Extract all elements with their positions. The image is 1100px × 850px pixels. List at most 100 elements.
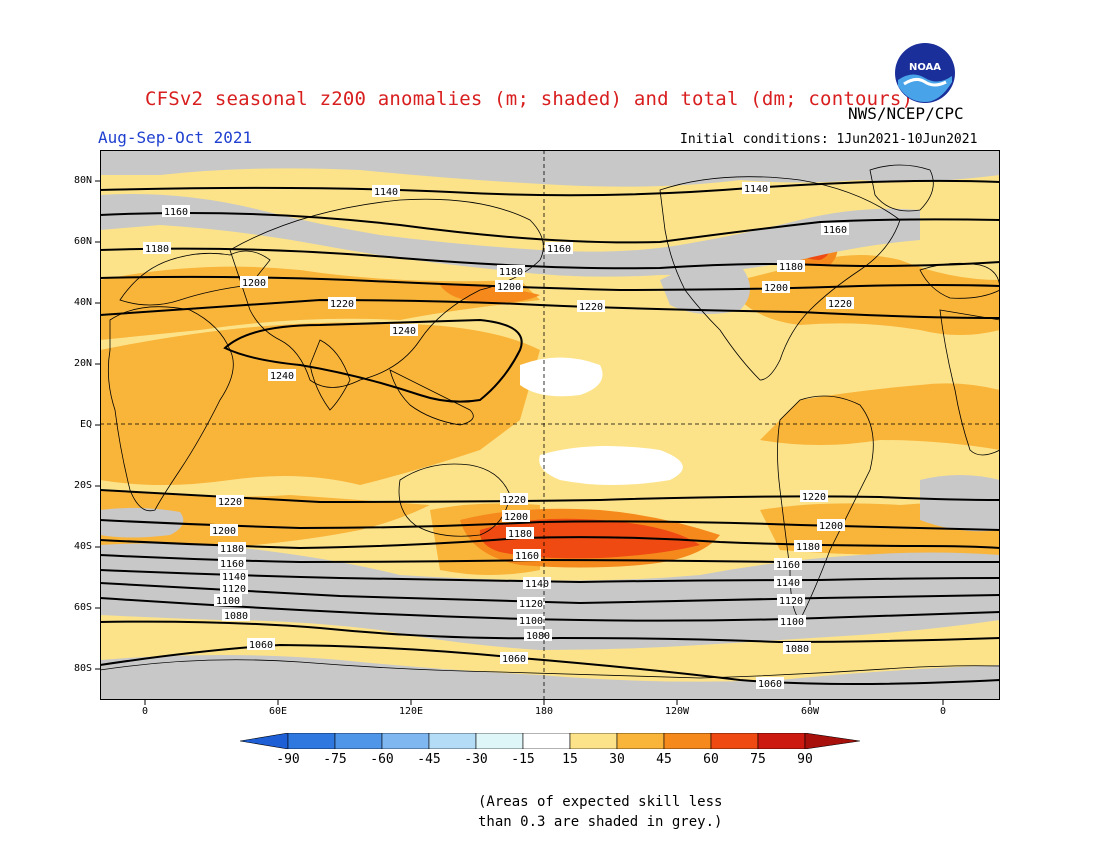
svg-text:1160: 1160: [547, 244, 571, 255]
contour-label: 1220: [328, 297, 356, 310]
contour-label: 1120: [517, 597, 545, 610]
colorbar-label: 45: [656, 752, 672, 767]
lat-label: 80N: [73, 175, 92, 186]
lat-label: 40N: [73, 297, 92, 308]
colorbar-label: -15: [511, 752, 535, 767]
svg-text:1160: 1160: [515, 551, 539, 562]
svg-text:1100: 1100: [519, 616, 543, 627]
contour-label: 1160: [513, 549, 541, 562]
europe-outline: [119, 250, 271, 306]
contour-label: 1240: [390, 324, 418, 337]
svg-text:1180: 1180: [220, 544, 244, 555]
contour-1140: [100, 179, 1000, 197]
contour-label: 1100: [778, 615, 806, 628]
orange-band-north: [100, 266, 540, 340]
lat-label: 40S: [73, 541, 92, 552]
india-outline: [309, 339, 351, 411]
grey-south-america-coast: [920, 475, 1000, 532]
lon-label: 120E: [398, 706, 424, 717]
svg-text:1080: 1080: [526, 631, 550, 642]
grey-north-band: [100, 194, 920, 277]
total-contours: [100, 179, 1000, 685]
contour-1080-s: [100, 620, 1000, 644]
svg-text:1200: 1200: [819, 521, 843, 532]
colorbar-label: -90: [276, 752, 300, 767]
greenland-outline: [869, 164, 934, 212]
white-patch-southern-pacific: [539, 446, 683, 485]
svg-text:1140: 1140: [744, 184, 768, 195]
svg-text:1140: 1140: [776, 578, 800, 589]
colorbar-swatch: [428, 733, 477, 749]
colorbar-label: 75: [750, 752, 766, 767]
svg-text:1060: 1060: [249, 640, 273, 651]
contour-label: 1180: [218, 542, 246, 555]
lat-label: 80S: [73, 663, 92, 674]
colorbar-swatch: [757, 733, 806, 749]
svg-text:1220: 1220: [330, 299, 354, 310]
colorbar-label: 60: [703, 752, 719, 767]
contour-label: 1180: [143, 242, 171, 255]
contour-1140-s: [100, 569, 1000, 584]
svg-text:1180: 1180: [145, 244, 169, 255]
skill-note-line2: than 0.3 are shaded in grey.): [478, 814, 723, 830]
contour-label: 1220: [826, 297, 854, 310]
svg-text:1120: 1120: [779, 596, 803, 607]
contour-label: 1200: [762, 281, 790, 294]
orange-band-africa-asia: [100, 322, 540, 485]
colorbar-swatch: [475, 733, 524, 749]
contour-label: 1080: [524, 629, 552, 642]
colorbar-label: 90: [797, 752, 813, 767]
svg-text:1100: 1100: [216, 596, 240, 607]
orange-band-south-africa: [100, 490, 430, 550]
svg-text:1200: 1200: [212, 526, 236, 537]
contour-label: 1240: [268, 369, 296, 382]
lat-label: 20N: [73, 358, 92, 369]
colorbar-swatch: [710, 733, 759, 749]
svg-text:1080: 1080: [224, 611, 248, 622]
svg-text:1180: 1180: [508, 529, 532, 540]
svg-text:1160: 1160: [220, 559, 244, 570]
colorbar-swatch: [616, 733, 665, 749]
contour-1220-s: [100, 489, 1000, 504]
contour-label: 1120: [777, 594, 805, 607]
svg-text:1220: 1220: [828, 299, 852, 310]
contour-label: 1100: [517, 614, 545, 627]
contour-label: 1140: [220, 570, 248, 583]
lon-label: 60E: [268, 706, 288, 717]
contour-label: 1160: [774, 558, 802, 571]
svg-text:1180: 1180: [499, 267, 523, 278]
contour-1180-n: [100, 247, 1000, 270]
orange-band-atlantic: [760, 383, 1000, 450]
initial-conditions-label: Initial conditions: 1Jun2021-10Jun2021: [680, 132, 978, 147]
colorbar-swatch: [287, 733, 336, 749]
contour-1120-s: [100, 582, 1000, 605]
svg-text:1200: 1200: [764, 283, 788, 294]
colorbar-arrow-right: [804, 733, 860, 749]
contour-label: 1200: [495, 280, 523, 293]
colorbar-swatch: [381, 733, 430, 749]
anomaly-map: 1140 1140 1160 1160 1160 1180 1180 1180 …: [100, 150, 1000, 700]
contour-1240: [223, 318, 523, 403]
contour-label: 1060: [500, 652, 528, 665]
lon-label: 120W: [664, 706, 690, 717]
noaa-logo: NOAA: [895, 43, 955, 103]
lat-label: 60S: [73, 602, 92, 613]
svg-text:1220: 1220: [802, 492, 826, 503]
contour-label: 1200: [210, 524, 238, 537]
contour-labels: 1140 1140 1160 1160 1160 1180 1180 1180 …: [143, 182, 854, 690]
agency-label: NWS/NCEP/CPC: [848, 104, 964, 123]
contour-label: 1220: [500, 493, 528, 506]
contour-1100-s: [100, 597, 1000, 622]
map-title: CFSv2 seasonal z200 anomalies (m; shaded…: [145, 88, 914, 110]
svg-text:1140: 1140: [374, 187, 398, 198]
lat-label: 60N: [73, 236, 92, 247]
svg-text:1240: 1240: [270, 371, 294, 382]
contour-label: 1160: [821, 223, 849, 236]
colorbar-swatch: [663, 733, 712, 749]
lat-label: 20S: [73, 480, 92, 491]
antarctica-outline: [100, 659, 1000, 679]
continent-outlines: [100, 164, 1000, 679]
contour-label: 1160: [545, 242, 573, 255]
lon-label: 180: [534, 706, 554, 717]
red-core-south-pacific: [479, 518, 700, 559]
